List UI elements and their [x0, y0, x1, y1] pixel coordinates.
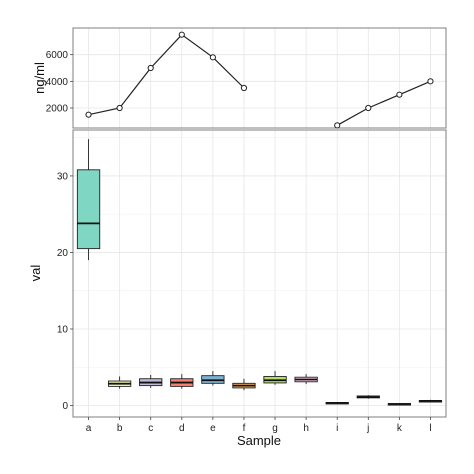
box-c — [139, 374, 163, 388]
bottom-y-tick-label: 10 — [57, 324, 69, 335]
line-point — [116, 104, 123, 112]
box-g — [263, 371, 287, 385]
box-j — [356, 395, 380, 399]
bottom-y-tick-label: 0 — [62, 401, 68, 412]
top-y-ticks: 2000 4000 6000 — [46, 50, 73, 115]
line-point — [396, 91, 403, 98]
bottom-box-panel: 0 10 20 30 a b c d e f g h i j k l val Sample — [28, 129, 447, 448]
x-tick-label: h — [303, 423, 309, 434]
x-tick-label: a — [86, 423, 92, 434]
box-f — [232, 378, 256, 391]
line-point — [334, 122, 341, 129]
x-axis-ticks: a b c d e f g h i j k l — [86, 417, 432, 434]
x-tick-label: j — [366, 423, 369, 434]
top-line-panel: 2000 4000 6000 ng/ml — [32, 27, 447, 129]
x-tick-label: e — [210, 423, 216, 434]
line-point — [427, 78, 434, 85]
top-y-axis-title: ng/ml — [32, 62, 47, 94]
x-tick-label: g — [272, 423, 278, 434]
top-y-tick-label: 6000 — [46, 50, 69, 61]
box-e — [201, 371, 225, 386]
x-axis-title: Sample — [237, 433, 281, 448]
bottom-y-tick-label: 30 — [57, 171, 69, 182]
box-a — [76, 139, 101, 261]
x-tick-label: b — [117, 423, 123, 434]
line-point — [365, 104, 372, 112]
line-point — [178, 31, 185, 38]
x-tick-label: d — [179, 423, 185, 434]
bottom-panel-border — [72, 129, 447, 418]
x-tick-label: l — [429, 423, 431, 434]
bottom-y-ticks: 0 10 20 30 — [57, 171, 73, 412]
box-b — [107, 376, 132, 389]
concentration-points — [85, 31, 434, 129]
bottom-y-axis-title: val — [28, 265, 43, 282]
x-tick-label: c — [148, 423, 153, 434]
x-tick-label: i — [336, 423, 338, 434]
line-point — [209, 54, 216, 61]
box-d — [170, 374, 194, 389]
box-i — [325, 401, 349, 405]
bottom-y-tick-label: 20 — [57, 248, 69, 259]
box-k — [387, 403, 412, 406]
x-tick-label: f — [243, 423, 246, 434]
box-h — [294, 374, 318, 385]
line-point — [85, 111, 92, 118]
line-point — [240, 84, 248, 92]
top-y-tick-label: 4000 — [46, 77, 69, 88]
concentration-line — [88, 33, 431, 126]
x-tick-label: k — [397, 423, 403, 434]
top-grid — [73, 28, 446, 128]
top-panel-border — [72, 27, 447, 129]
iqr-box — [76, 169, 101, 250]
box-series — [76, 139, 443, 406]
bottom-grid — [73, 130, 446, 417]
box-l — [418, 399, 443, 403]
top-y-tick-label: 2000 — [46, 104, 69, 115]
line-point — [147, 64, 154, 72]
